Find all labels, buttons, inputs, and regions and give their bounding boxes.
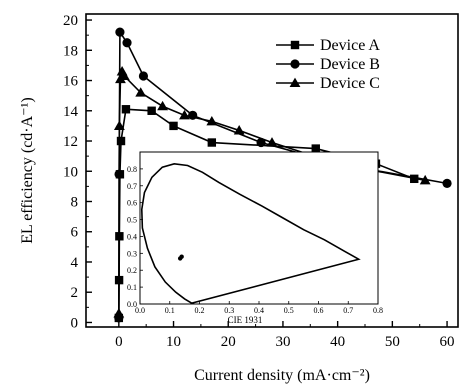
cie-spectral-locus — [140, 163, 361, 305]
data-point — [115, 27, 125, 37]
x-tick-label: 0 — [115, 334, 123, 350]
inset-y-tick-label: 0.5 — [127, 216, 137, 225]
legend-label: Device A — [320, 37, 380, 54]
inset-x-tick-label: 0.4 — [254, 306, 264, 315]
data-point — [206, 115, 218, 126]
plot-frame — [85, 13, 459, 328]
y-tick-label: 4 — [71, 255, 79, 271]
inset-x-tick-label: 0.8 — [373, 306, 383, 315]
inset-x-tick-label: 0.7 — [343, 306, 353, 315]
data-point — [138, 71, 149, 81]
data-point — [118, 70, 130, 81]
data-point — [157, 100, 168, 111]
x-tick-label: 40 — [330, 334, 345, 350]
data-point — [113, 120, 125, 130]
y-tick-label: 14 — [63, 104, 79, 120]
x-tick-label: 50 — [385, 334, 400, 350]
y-tick-label: 16 — [63, 74, 79, 90]
cie-inset: 0.0 0.1 0.2 0.3 0.4 0.5 0.6 0.7 0.8 0.0 0.1 0.2 0.3 0… — [127, 151, 383, 325]
data-point — [266, 137, 278, 147]
inset-x-tick-label: 0.0 — [135, 306, 145, 315]
legend-marker — [289, 77, 301, 88]
data-point — [311, 144, 320, 153]
y-tick-label: 18 — [63, 43, 78, 59]
main-series-layer — [113, 27, 452, 323]
inset-x-tick-label: 0.1 — [165, 306, 175, 315]
inset-y-tick-label: 0.2 — [127, 266, 137, 275]
data-point — [147, 106, 156, 115]
y-tick-label: 2 — [71, 285, 79, 301]
x-tick-label: 10 — [166, 334, 181, 350]
inset-y-tick-label: 0.6 — [127, 199, 137, 208]
data-point — [135, 87, 147, 97]
data-point — [122, 38, 132, 48]
main-axes: 0 2 4 6 8 10 12 14 16 18 20 0 10 20 30 40 50 60 Current de… — [19, 13, 459, 384]
data-point — [121, 105, 131, 114]
inset-x-tick-label: 0.3 — [224, 306, 234, 315]
inset-y-tick-label: 0.8 — [127, 165, 137, 174]
data-point — [179, 109, 190, 120]
y-tick-label: 12 — [63, 134, 78, 150]
legend: Device A Device B Device C — [276, 37, 380, 92]
y-tick-label: 0 — [71, 315, 79, 331]
data-point — [256, 137, 266, 148]
cie-coordinate-point — [179, 254, 184, 259]
x-tick-label: 20 — [221, 334, 236, 350]
series-device-c — [113, 66, 431, 318]
inset-x-axis-title: CIE 1931 — [228, 315, 263, 325]
legend-marker — [290, 59, 300, 69]
data-point — [419, 174, 431, 185]
y-tick-label: 20 — [63, 13, 78, 29]
data-point — [169, 121, 178, 131]
inset-x-tick-label: 0.6 — [314, 306, 324, 315]
data-point — [207, 138, 217, 147]
data-point — [116, 136, 126, 146]
inset-x-tick-label: 0.2 — [195, 306, 205, 315]
legend-marker — [290, 40, 300, 50]
legend-label: Device C — [320, 75, 380, 92]
inset-y-tick-label: 0.7 — [127, 182, 137, 191]
data-point — [442, 178, 452, 188]
inset-y-tick-label: 0.3 — [127, 249, 137, 258]
x-axis-title: Current density (mA·cm⁻²) — [194, 367, 370, 384]
y-axis-title: EL efficiency (cd·A⁻¹) — [19, 97, 36, 244]
inset-y-tick-label: 0.0 — [127, 300, 137, 309]
y-tick-label: 6 — [71, 225, 79, 241]
x-tick-label: 60 — [440, 334, 455, 350]
inset-y-tick-label: 0.1 — [127, 283, 137, 292]
x-tick-label: 30 — [275, 334, 290, 350]
inset-x-tick-label: 0.5 — [284, 306, 294, 315]
inset-frame — [139, 151, 379, 305]
data-point — [233, 125, 245, 135]
y-tick-label: 8 — [71, 194, 79, 210]
y-tick-label: 10 — [63, 164, 78, 180]
inset-y-tick-label: 0.4 — [127, 232, 137, 241]
data-point — [113, 307, 125, 318]
legend-label: Device B — [320, 56, 380, 73]
